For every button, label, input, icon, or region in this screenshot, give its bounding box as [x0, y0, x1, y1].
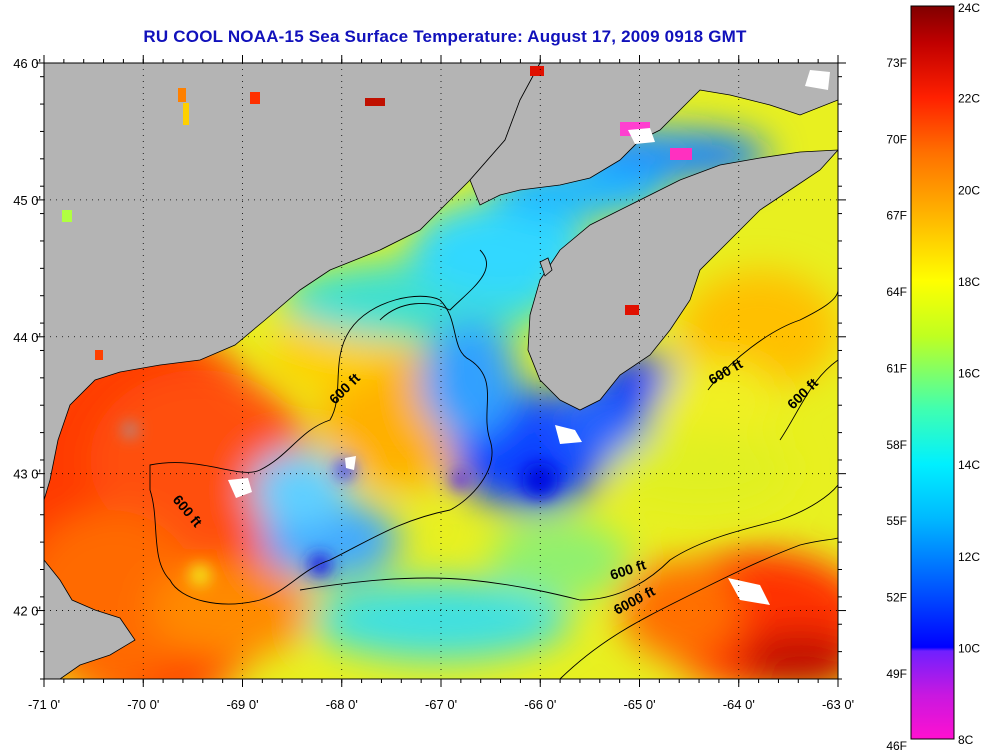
- map-title: RU COOL NOAA-15 Sea Surface Temperature:…: [143, 27, 747, 46]
- colorbar: 24C 22C 20C 18C 16C 14C 12C 10C 8C 73F 70F 67F 64F 6…: [886, 1, 980, 753]
- colorbar-fahrenheit-labels: 73F 70F 67F 64F 61F 58F 55F 52F 49F 46F: [886, 56, 907, 753]
- lon-tick-label: -64 0': [723, 697, 755, 712]
- lat-tick-label: 46 0': [13, 56, 41, 71]
- lon-tick-label: -66 0': [524, 697, 556, 712]
- colorbar-celsius-label: 20C: [958, 183, 980, 197]
- colorbar-celsius-label: 10C: [958, 641, 980, 655]
- isobath-6000: [559, 537, 838, 679]
- lon-tick-label: -69 0': [226, 697, 258, 712]
- colorbar-celsius-label: 8C: [958, 733, 974, 747]
- colorbar-celsius-label: 14C: [958, 458, 980, 472]
- isobaths: [149, 249, 838, 679]
- colorbar-celsius-label: 16C: [958, 367, 980, 381]
- colorbar-fahrenheit-label: 70F: [886, 132, 907, 146]
- colorbar-fahrenheit-label: 64F: [886, 285, 907, 299]
- isobath-600-east2: [779, 359, 838, 441]
- isobath-600-east: [707, 289, 838, 391]
- lon-tick-label: -63 0': [822, 697, 854, 712]
- map-plot-area: 600 ft 600 ft 600 ft 600 ft 600 ft 6000 …: [44, 63, 838, 679]
- longitude-labels: -71 0' -70 0' -69 0' -68 0' -67 0' -66 0' -65 …: [28, 697, 854, 712]
- colorbar-celsius-labels: 24C 22C 20C 18C 16C 14C 12C 10C 8C: [958, 1, 980, 747]
- colorbar-fahrenheit-label: 61F: [886, 361, 907, 375]
- colorbar-celsius-label: 18C: [958, 275, 980, 289]
- lat-tick-label: 42 0': [13, 604, 41, 619]
- lon-tick-label: -70 0': [127, 697, 159, 712]
- colorbar-celsius-label: 22C: [958, 92, 980, 106]
- land-nova-scotia: [527, 149, 838, 411]
- lon-tick-label: -71 0': [28, 697, 60, 712]
- colorbar-fahrenheit-label: 46F: [886, 739, 907, 753]
- land-grand-manan: [539, 257, 553, 277]
- colorbar-fahrenheit-label: 52F: [886, 590, 907, 604]
- lon-tick-label: -68 0': [326, 697, 358, 712]
- land-cape-cod: [44, 559, 136, 679]
- colorbar-fahrenheit-label: 73F: [886, 56, 907, 70]
- colorbar-celsius-label: 12C: [958, 550, 980, 564]
- lon-tick-label: -65 0': [623, 697, 655, 712]
- latitude-labels: 46 0' 45 0' 44 0' 43 0' 42 0': [13, 56, 41, 619]
- colorbar-celsius-label: 24C: [958, 1, 980, 15]
- colorbar-fahrenheit-label: 55F: [886, 514, 907, 528]
- sst-field: [44, 128, 838, 679]
- lat-tick-label: 45 0': [13, 193, 41, 208]
- colorbar-fahrenheit-label: 58F: [886, 438, 907, 452]
- sst-detail: [124, 424, 558, 585]
- cloud-mask: [228, 70, 830, 605]
- isobath-600-west: [149, 295, 493, 605]
- colorbar-fahrenheit-label: 67F: [886, 209, 907, 223]
- isobath-600-north: [379, 249, 487, 321]
- colorbar-scale: [910, 5, 955, 740]
- grid-lines: [44, 63, 838, 679]
- colorbar-fahrenheit-label: 49F: [886, 667, 907, 681]
- lon-tick-label: -67 0': [425, 697, 457, 712]
- axis-ticks: [36, 55, 846, 687]
- isobath-600-south: [299, 484, 838, 601]
- land-new-brunswick: [469, 63, 838, 206]
- lat-tick-label: 43 0': [13, 467, 41, 482]
- lat-tick-label: 44 0': [13, 330, 41, 345]
